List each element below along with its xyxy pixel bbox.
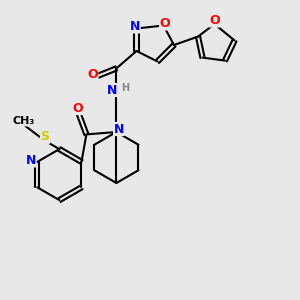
Text: N: N <box>130 20 140 33</box>
Text: O: O <box>87 68 98 81</box>
Text: O: O <box>160 17 170 30</box>
Text: O: O <box>73 101 83 115</box>
Text: N: N <box>26 154 36 167</box>
Text: CH₃: CH₃ <box>13 116 35 126</box>
Text: N: N <box>107 83 117 97</box>
Text: H: H <box>121 83 130 93</box>
Text: S: S <box>40 130 50 143</box>
Text: N: N <box>114 122 124 136</box>
Text: O: O <box>209 14 220 27</box>
